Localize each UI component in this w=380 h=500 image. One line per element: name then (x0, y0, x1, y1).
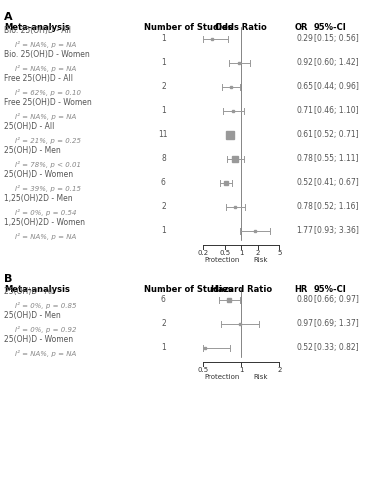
Text: [0.44; 0.96]: [0.44; 0.96] (314, 82, 358, 91)
Text: 6: 6 (161, 295, 166, 304)
Text: 6: 6 (161, 178, 166, 187)
Text: [0.41; 0.67]: [0.41; 0.67] (314, 178, 358, 187)
Text: 25(OH)D - All: 25(OH)D - All (4, 286, 54, 296)
Text: [0.60; 1.42]: [0.60; 1.42] (314, 58, 358, 67)
Text: [0.55; 1.11]: [0.55; 1.11] (314, 154, 358, 163)
Text: 0.61: 0.61 (296, 130, 313, 139)
Text: Bio. 25(OH)D - Women: Bio. 25(OH)D - Women (4, 50, 90, 58)
Text: 0.78: 0.78 (296, 154, 313, 163)
Text: [0.52; 0.71]: [0.52; 0.71] (314, 130, 358, 139)
Text: Number of Studies: Number of Studies (144, 24, 233, 32)
Text: 0.78: 0.78 (296, 202, 313, 211)
Text: 1: 1 (161, 226, 166, 235)
Text: I² = 39%, p = 0.15: I² = 39%, p = 0.15 (15, 185, 81, 192)
Text: I² = NA%, p = NA: I² = NA%, p = NA (15, 350, 76, 357)
Text: I² = NA%, p = NA: I² = NA%, p = NA (15, 113, 76, 120)
Text: I² = NA%, p = NA: I² = NA%, p = NA (15, 233, 76, 240)
Text: 1,25(OH)2D - Women: 1,25(OH)2D - Women (4, 218, 85, 226)
Text: I² = 0%, p = 0.54: I² = 0%, p = 0.54 (15, 209, 77, 216)
Text: Risk: Risk (253, 374, 268, 380)
Text: 95%-CI: 95%-CI (314, 24, 346, 32)
Text: 2: 2 (255, 250, 260, 256)
Text: [0.15; 0.56]: [0.15; 0.56] (314, 34, 358, 43)
Text: Meta-analysis: Meta-analysis (4, 24, 70, 32)
Text: Odds Ratio: Odds Ratio (215, 24, 267, 32)
Text: B: B (4, 274, 12, 283)
Text: Number of Studies: Number of Studies (144, 284, 233, 294)
Text: 0.65: 0.65 (296, 82, 314, 91)
Text: Protection: Protection (204, 257, 240, 263)
Text: 11: 11 (159, 130, 168, 139)
Text: 5: 5 (277, 250, 282, 256)
Text: Bio. 25(OH)D - All: Bio. 25(OH)D - All (4, 26, 71, 35)
Text: 0.52: 0.52 (296, 178, 313, 187)
Text: I² = NA%, p = NA: I² = NA%, p = NA (15, 41, 76, 48)
Text: 0.71: 0.71 (296, 106, 313, 115)
Text: 8: 8 (161, 154, 166, 163)
Text: 0.52: 0.52 (296, 343, 313, 352)
Text: OR: OR (294, 24, 308, 32)
Text: 1: 1 (161, 58, 166, 67)
Text: 0.92: 0.92 (296, 58, 313, 67)
Text: 1.77: 1.77 (296, 226, 313, 235)
Text: 2: 2 (161, 319, 166, 328)
Text: A: A (4, 12, 13, 22)
Text: Protection: Protection (204, 374, 240, 380)
Text: 1,25(OH)2D - Men: 1,25(OH)2D - Men (4, 194, 73, 202)
Text: [0.93; 3.36]: [0.93; 3.36] (314, 226, 358, 235)
Text: 0.97: 0.97 (296, 319, 314, 328)
Text: 1: 1 (239, 367, 244, 373)
Text: [0.66; 0.97]: [0.66; 0.97] (314, 295, 358, 304)
Text: [0.69; 1.37]: [0.69; 1.37] (314, 319, 358, 328)
Text: 25(OH)D - Men: 25(OH)D - Men (4, 146, 60, 154)
Text: 1: 1 (161, 34, 166, 43)
Text: Meta-analysis: Meta-analysis (4, 284, 70, 294)
Text: 0.5: 0.5 (198, 367, 209, 373)
Text: Free 25(OH)D - Women: Free 25(OH)D - Women (4, 98, 92, 106)
Text: HR: HR (294, 284, 308, 294)
Text: I² = 78%, p < 0.01: I² = 78%, p < 0.01 (15, 161, 81, 168)
Text: 0.2: 0.2 (198, 250, 209, 256)
Text: [0.52; 1.16]: [0.52; 1.16] (314, 202, 358, 211)
Text: 1: 1 (239, 250, 244, 256)
Text: 2: 2 (161, 202, 166, 211)
Text: [0.46; 1.10]: [0.46; 1.10] (314, 106, 358, 115)
Text: 1: 1 (161, 106, 166, 115)
Text: I² = 62%, p = 0.10: I² = 62%, p = 0.10 (15, 89, 81, 96)
Text: 0.80: 0.80 (296, 295, 313, 304)
Text: 25(OH)D - Women: 25(OH)D - Women (4, 170, 73, 178)
Text: 95%-CI: 95%-CI (314, 284, 346, 294)
Text: 25(OH)D - All: 25(OH)D - All (4, 122, 54, 130)
Text: [0.33; 0.82]: [0.33; 0.82] (314, 343, 358, 352)
Text: 25(OH)D - Men: 25(OH)D - Men (4, 310, 60, 320)
Text: 2: 2 (161, 82, 166, 91)
Text: 0.5: 0.5 (219, 250, 231, 256)
Text: I² = NA%, p = NA: I² = NA%, p = NA (15, 65, 76, 72)
Text: I² = 0%, p = 0.92: I² = 0%, p = 0.92 (15, 326, 77, 333)
Text: I² = 0%, p = 0.85: I² = 0%, p = 0.85 (15, 302, 77, 309)
Text: Hazard Ratio: Hazard Ratio (211, 284, 272, 294)
Text: I² = 21%, p = 0.25: I² = 21%, p = 0.25 (15, 137, 81, 144)
Text: Risk: Risk (253, 257, 268, 263)
Text: 0.29: 0.29 (296, 34, 313, 43)
Text: Free 25(OH)D - All: Free 25(OH)D - All (4, 74, 73, 82)
Text: 2: 2 (277, 367, 282, 373)
Text: 1: 1 (161, 343, 166, 352)
Text: 25(OH)D - Women: 25(OH)D - Women (4, 334, 73, 344)
